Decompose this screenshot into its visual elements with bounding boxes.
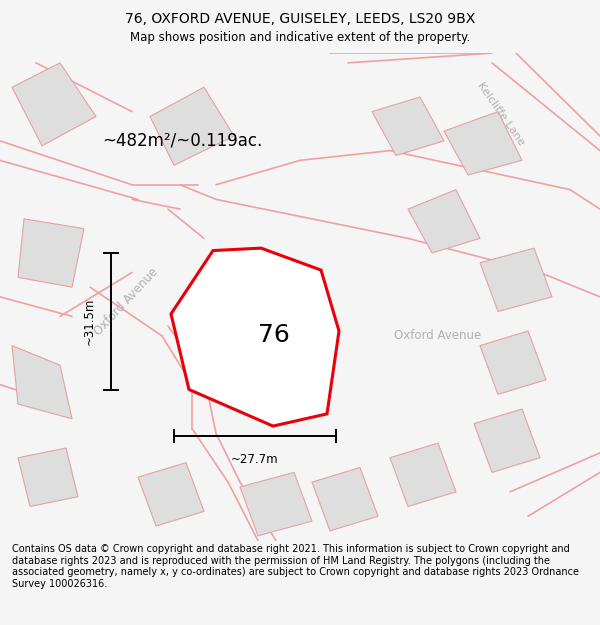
Polygon shape — [480, 248, 552, 311]
Text: ~31.5m: ~31.5m — [83, 298, 96, 345]
Text: Oxford Avenue: Oxford Avenue — [394, 329, 482, 342]
Polygon shape — [12, 346, 72, 419]
Polygon shape — [312, 468, 378, 531]
Text: Oxford Avenue: Oxford Avenue — [91, 266, 161, 338]
Polygon shape — [171, 248, 339, 426]
Polygon shape — [390, 443, 456, 506]
Polygon shape — [18, 448, 78, 506]
Polygon shape — [138, 462, 204, 526]
Polygon shape — [444, 112, 522, 175]
Polygon shape — [372, 97, 444, 156]
Text: 76: 76 — [258, 323, 290, 348]
Text: Kelcliffe Lane: Kelcliffe Lane — [476, 81, 526, 148]
Text: Map shows position and indicative extent of the property.: Map shows position and indicative extent… — [130, 31, 470, 44]
Polygon shape — [12, 63, 96, 146]
Text: ~482m²/~0.119ac.: ~482m²/~0.119ac. — [102, 132, 262, 150]
Polygon shape — [480, 331, 546, 394]
Polygon shape — [240, 472, 312, 536]
Text: 76, OXFORD AVENUE, GUISELEY, LEEDS, LS20 9BX: 76, OXFORD AVENUE, GUISELEY, LEEDS, LS20… — [125, 12, 475, 26]
Polygon shape — [474, 409, 540, 472]
Polygon shape — [150, 88, 234, 165]
Polygon shape — [18, 219, 84, 287]
Polygon shape — [408, 189, 480, 253]
Text: ~27.7m: ~27.7m — [231, 453, 279, 466]
Text: Contains OS data © Crown copyright and database right 2021. This information is : Contains OS data © Crown copyright and d… — [12, 544, 579, 589]
